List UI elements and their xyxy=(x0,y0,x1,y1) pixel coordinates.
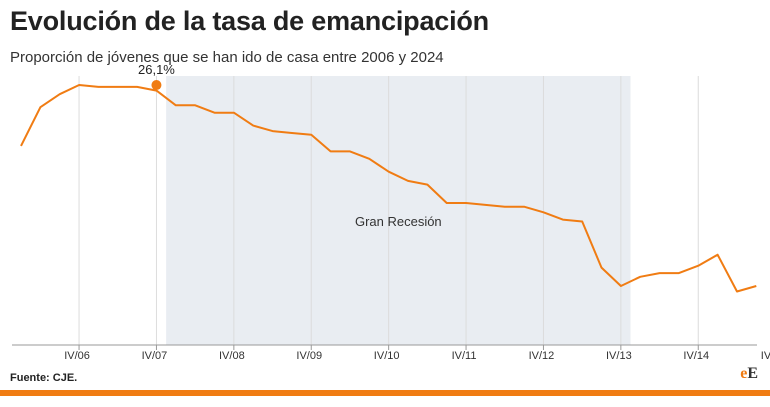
x-tick-label-9: IV/14 xyxy=(683,350,709,362)
publisher-logo: eE xyxy=(740,365,758,383)
annotation-point-1 xyxy=(151,80,162,91)
source-note: Fuente: CJE. xyxy=(10,372,78,384)
x-tick-label-1: IV/06 xyxy=(64,350,90,362)
x-tick-label-10: IV/15 xyxy=(761,350,770,362)
x-tick-label-3: IV/08 xyxy=(219,350,245,362)
x-tick-label-4: IV/09 xyxy=(296,350,322,362)
logo-letter-E: E xyxy=(747,365,758,382)
footer-accent-bar xyxy=(0,390,770,396)
logo-letter-e: e xyxy=(740,365,748,382)
shaded-region-1 xyxy=(166,76,631,345)
series-line xyxy=(20,84,757,293)
chart-subtitle: Proporción de jóvenes que se han ido de … xyxy=(10,49,444,66)
x-tick-label-6: IV/11 xyxy=(452,350,477,362)
chart-title: Evolución de la tasa de emancipación xyxy=(10,6,489,36)
x-tick-label-5: IV/10 xyxy=(374,350,400,362)
x-tick-label-8: IV/13 xyxy=(606,350,632,362)
annotation-label-1: 26,1% xyxy=(138,62,175,77)
region-label-gran-recesion: Gran Recesión xyxy=(355,214,442,229)
x-tick-label-7: IV/12 xyxy=(529,350,555,362)
x-tick-label-2: IV/07 xyxy=(142,350,168,362)
